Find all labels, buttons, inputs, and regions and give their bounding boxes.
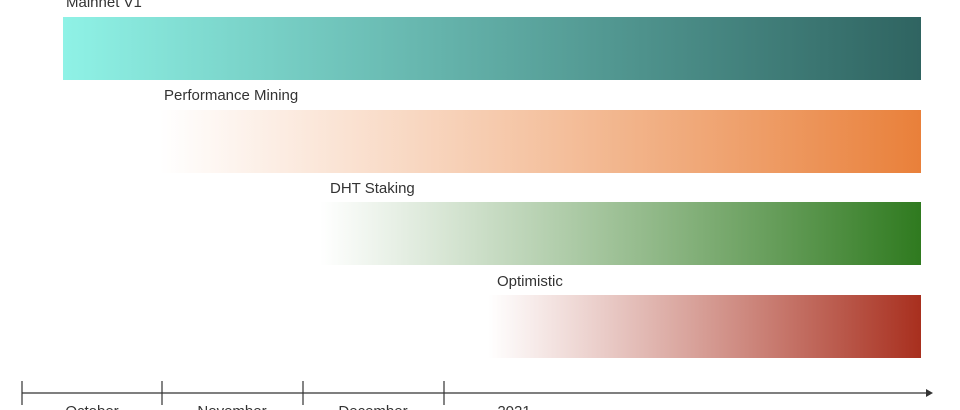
timeline-label: October <box>65 403 118 410</box>
track-label: Performance Mining <box>164 87 298 104</box>
track-bar <box>160 110 921 173</box>
track-label: Mainnet V1 <box>66 0 142 11</box>
timeline-label: December <box>338 403 407 410</box>
timeline-label: 2021 <box>497 403 530 410</box>
track-label: Optimistic <box>497 273 563 290</box>
track-bar <box>320 202 921 265</box>
track-bar <box>488 295 921 358</box>
track-label: DHT Staking <box>330 180 415 197</box>
track-bar <box>63 17 921 80</box>
timeline-label: November <box>197 403 266 410</box>
timeline-arrow <box>926 389 933 397</box>
